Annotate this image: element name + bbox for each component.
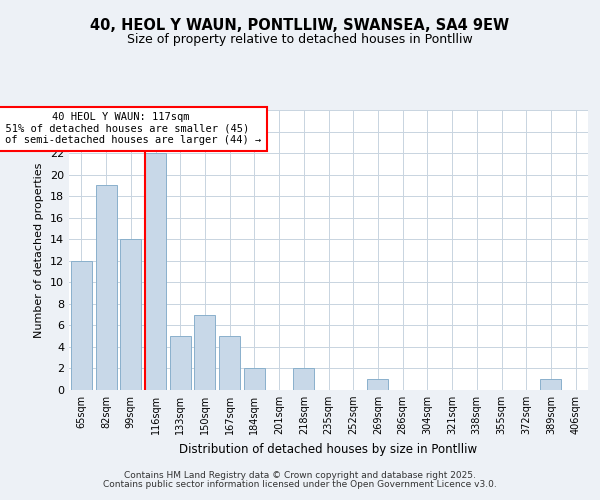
Text: Contains HM Land Registry data © Crown copyright and database right 2025.: Contains HM Land Registry data © Crown c…	[124, 471, 476, 480]
Bar	[194, 314, 215, 390]
Bar	[145, 153, 166, 390]
Bar	[120, 239, 141, 390]
Bar	[541, 379, 562, 390]
Text: 40 HEOL Y WAUN: 117sqm
← 51% of detached houses are smaller (45)
49% of semi-det: 40 HEOL Y WAUN: 117sqm ← 51% of detached…	[0, 112, 262, 146]
Bar	[367, 379, 388, 390]
Text: Size of property relative to detached houses in Pontlliw: Size of property relative to detached ho…	[127, 32, 473, 46]
Bar	[170, 336, 191, 390]
Bar	[244, 368, 265, 390]
Bar	[219, 336, 240, 390]
X-axis label: Distribution of detached houses by size in Pontlliw: Distribution of detached houses by size …	[179, 442, 478, 456]
Text: Contains public sector information licensed under the Open Government Licence v3: Contains public sector information licen…	[103, 480, 497, 489]
Bar	[293, 368, 314, 390]
Bar	[95, 186, 116, 390]
Text: 40, HEOL Y WAUN, PONTLLIW, SWANSEA, SA4 9EW: 40, HEOL Y WAUN, PONTLLIW, SWANSEA, SA4 …	[91, 18, 509, 32]
Bar	[71, 261, 92, 390]
Y-axis label: Number of detached properties: Number of detached properties	[34, 162, 44, 338]
